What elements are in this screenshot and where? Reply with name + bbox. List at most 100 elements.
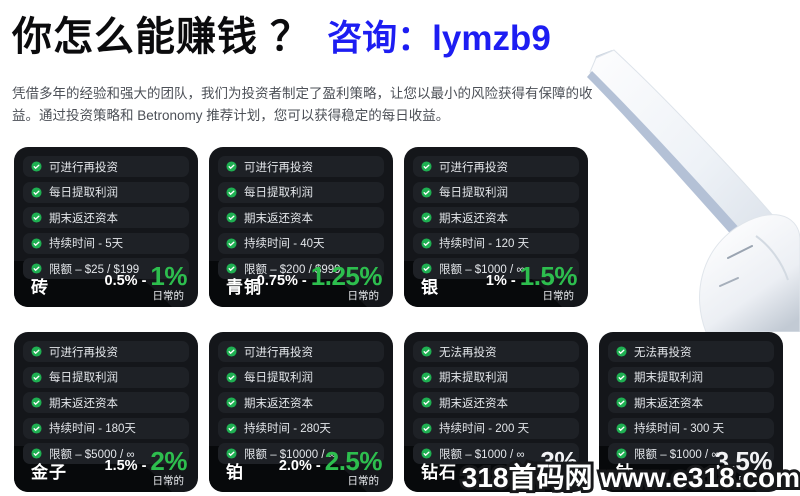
feature-row: 持续时间 - 300 天 xyxy=(608,417,774,439)
feature-row: 期末返还资本 xyxy=(218,392,384,413)
plan-footer: 钛 3.5% 日常的 xyxy=(599,446,783,492)
feature-row: 期末返还资本 xyxy=(23,207,189,228)
feature-list: 可进行再投资 每日提取利润 期末返还资本 持续时间 - 5天 限额 – $25 … xyxy=(23,156,189,279)
plan-rate: 1% -1.5% 日常的 xyxy=(485,261,578,302)
plan-name: 铂 xyxy=(226,463,244,482)
feature-row: 期末返还资本 xyxy=(413,392,579,413)
feature-row: 持续时间 - 200 天 xyxy=(413,417,579,439)
check-badge-icon xyxy=(616,371,627,383)
check-badge-icon xyxy=(31,186,42,198)
rate-value: 2% xyxy=(150,446,187,476)
feature-row: 限额 – $1000 / ∞ xyxy=(413,258,579,279)
feature-list: 无法再投资 期末提取利润 期末返还资本 持续时间 - 300 天 限额 – $1… xyxy=(608,341,774,464)
rate-value: 2.5% xyxy=(324,446,383,476)
plan-card-platinum: 可进行再投资 每日提取利润 期末返还资本 持续时间 - 280天 限额 – $1… xyxy=(209,332,393,492)
check-badge-icon xyxy=(616,448,627,459)
feature-label: 无法再投资 xyxy=(439,346,497,359)
plan-rate: 0.5% -1% 日常的 xyxy=(105,263,188,302)
feature-row: 期末返还资本 xyxy=(608,392,774,413)
feature-label: 持续时间 - 180天 xyxy=(49,423,136,435)
feature-row: 可进行再投资 xyxy=(413,156,579,177)
feature-label: 限额 – $10000 / ∞ xyxy=(244,448,336,461)
check-badge-icon xyxy=(31,397,42,408)
feature-label: 期末提取利润 xyxy=(439,372,508,384)
feature-label: 限额 – $1000 / ∞ xyxy=(634,448,720,461)
plan-rate: 3.5% 日常的 xyxy=(711,448,773,487)
plan-footer: 钻石 3% 日常的 xyxy=(404,446,588,492)
feature-label: 无法再投资 xyxy=(634,346,692,359)
check-badge-icon xyxy=(31,263,42,274)
plan-footer: 金子 1.5% -2% 日常的 xyxy=(14,446,198,492)
check-badge-icon xyxy=(226,422,237,434)
rate-value: 1% xyxy=(150,261,187,291)
feature-row: 限额 – $200 / $999 xyxy=(218,258,384,279)
plan-name: 银 xyxy=(421,278,439,297)
check-badge-icon xyxy=(31,371,42,383)
check-badge-icon xyxy=(226,448,237,459)
intro-paragraph: 凭借多年的经验和强大的团队，我们为投资者制定了盈利策略，让您以最小的风险获得有保… xyxy=(12,86,593,123)
feature-label: 期末提取利润 xyxy=(634,372,703,384)
feature-label: 每日提取利润 xyxy=(244,187,313,199)
feature-row: 持续时间 - 40天 xyxy=(218,232,384,254)
feature-list: 可进行再投资 每日提取利润 期末返还资本 持续时间 - 180天 限额 – $5… xyxy=(23,341,189,464)
check-badge-icon xyxy=(31,237,42,249)
rate-caption: 日常的 xyxy=(152,290,185,302)
feature-label: 每日提取利润 xyxy=(49,187,118,199)
feature-label: 可进行再投资 xyxy=(244,346,313,359)
plan-card-brick: 可进行再投资 每日提取利润 期末返还资本 持续时间 - 5天 限额 – $25 … xyxy=(14,147,198,307)
rate-value: 1.5% xyxy=(519,261,578,291)
check-badge-icon xyxy=(226,186,237,198)
plan-card-diamond: 无法再投资 期末提取利润 期末返还资本 持续时间 - 200 天 限额 – $1… xyxy=(404,332,588,492)
feature-label: 每日提取利润 xyxy=(439,187,508,199)
feature-row: 持续时间 - 280天 xyxy=(218,417,384,439)
grid-empty-slot xyxy=(599,147,783,307)
feature-label: 期末返还资本 xyxy=(244,212,313,225)
check-badge-icon xyxy=(421,263,432,274)
feature-row: 每日提取利润 xyxy=(23,366,189,388)
rate-value: 3% xyxy=(540,446,577,476)
check-badge-icon xyxy=(226,371,237,383)
feature-label: 限额 – $1000 / ∞ xyxy=(439,448,525,461)
wing-edge xyxy=(587,71,766,264)
check-badge-icon xyxy=(421,371,432,383)
feature-row: 无法再投资 xyxy=(413,341,579,362)
feature-label: 持续时间 - 280天 xyxy=(244,423,331,435)
feature-list: 可进行再投资 每日提取利润 期末返还资本 持续时间 - 40天 限额 – $20… xyxy=(218,156,384,279)
feature-row: 期末提取利润 xyxy=(608,366,774,388)
feature-label: 限额 – $5000 / ∞ xyxy=(49,448,135,461)
feature-label: 期末返还资本 xyxy=(49,212,118,225)
feature-label: 期末返还资本 xyxy=(634,397,703,410)
feature-label: 持续时间 - 5天 xyxy=(49,238,124,250)
feature-label: 期末返还资本 xyxy=(244,397,313,410)
check-badge-icon xyxy=(226,212,237,223)
feature-label: 可进行再投资 xyxy=(49,346,118,359)
feature-row: 期末提取利润 xyxy=(413,366,579,388)
plan-card-silver: 可进行再投资 每日提取利润 期末返还资本 持续时间 - 120 天 限额 – $… xyxy=(404,147,588,307)
plan-footer: 青铜 0.75% -1.25% 日常的 xyxy=(209,261,393,307)
feature-row: 无法再投资 xyxy=(608,341,774,362)
plans-grid: 可进行再投资 每日提取利润 期末返还资本 持续时间 - 5天 限额 – $25 … xyxy=(14,147,783,492)
rate-caption: 日常的 xyxy=(542,475,575,487)
feature-list: 可进行再投资 每日提取利润 期末返还资本 持续时间 - 280天 限额 – $1… xyxy=(218,341,384,464)
feature-row: 每日提取利润 xyxy=(218,181,384,203)
check-badge-icon xyxy=(31,448,42,459)
rate-prefix: 1.5% - xyxy=(104,458,147,474)
feature-row: 可进行再投资 xyxy=(218,156,384,177)
feature-row: 可进行再投资 xyxy=(23,341,189,362)
rate-prefix: 0.5% - xyxy=(104,273,147,289)
plan-rate: 3% 日常的 xyxy=(536,448,577,487)
rate-caption: 日常的 xyxy=(542,290,575,302)
plan-footer: 铂 2.0% -2.5% 日常的 xyxy=(209,446,393,492)
check-badge-icon xyxy=(421,161,432,172)
page-header: 你怎么能赚钱 ？ 咨询：lymzb9 xyxy=(12,4,551,62)
plan-rate: 2.0% -2.5% 日常的 xyxy=(279,446,383,487)
check-badge-icon xyxy=(226,263,237,274)
plan-card-gold: 可进行再投资 每日提取利润 期末返还资本 持续时间 - 180天 限额 – $5… xyxy=(14,332,198,492)
feature-row: 每日提取利润 xyxy=(23,181,189,203)
check-badge-icon xyxy=(31,161,42,172)
feature-label: 限额 – $1000 / ∞ xyxy=(439,263,525,276)
airplane-image xyxy=(587,49,800,332)
feature-label: 期末返还资本 xyxy=(439,397,508,410)
feature-row: 限额 – $25 / $199 xyxy=(23,258,189,279)
rate-prefix: 1% - xyxy=(485,273,516,289)
